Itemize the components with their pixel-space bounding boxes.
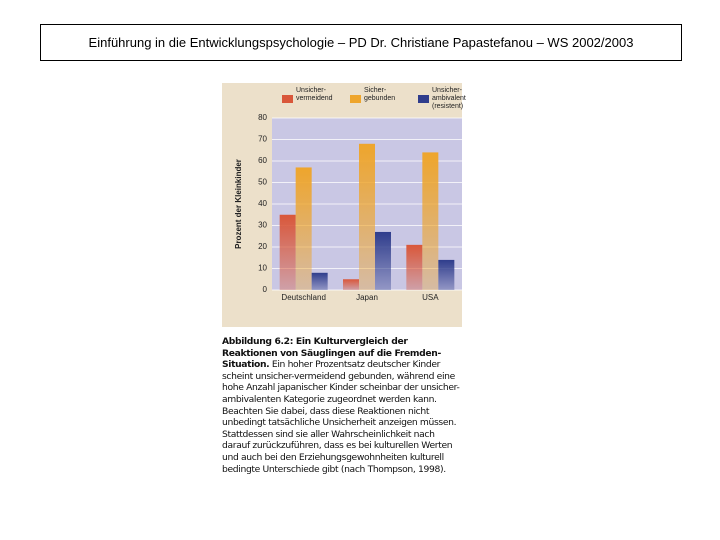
bar bbox=[359, 143, 375, 290]
bar bbox=[311, 272, 328, 290]
legend-label: Sicher- gebunden bbox=[364, 87, 396, 102]
x-tick-label: Deutschland bbox=[281, 293, 325, 302]
x-tick-label: USA bbox=[422, 293, 439, 302]
y-tick-label: 20 bbox=[258, 242, 267, 251]
caption: Abbildung 6.2: Ein Kulturvergleich der R… bbox=[222, 336, 464, 475]
bar bbox=[279, 214, 296, 290]
y-tick-label: 80 bbox=[258, 113, 267, 122]
y-tick-label: 60 bbox=[258, 156, 267, 165]
bar bbox=[343, 279, 359, 290]
bar bbox=[406, 244, 423, 290]
legend-swatch bbox=[350, 95, 361, 103]
chart-figure: Prozent der Kleinkinder 0 10 20 30 40 50 60 70 8… bbox=[222, 83, 466, 327]
y-tick-label: 30 bbox=[258, 221, 267, 230]
legend-label: Unsicher- vermeidend bbox=[296, 87, 333, 102]
y-axis-label: Prozent der Kleinkinder bbox=[234, 159, 243, 249]
legend-label: Unsicher- ambivalent (resistent) bbox=[432, 87, 466, 110]
y-tick-label: 50 bbox=[258, 178, 267, 187]
header-title: Einführung in die Entwicklungspsychologi… bbox=[40, 24, 682, 61]
bar bbox=[375, 231, 391, 290]
y-tick-label: 0 bbox=[263, 285, 268, 294]
legend-swatch bbox=[418, 95, 429, 103]
chart: Prozent der Kleinkinder 0 10 20 30 40 50 60 70 8… bbox=[222, 83, 462, 327]
bar bbox=[422, 152, 439, 290]
y-tick-label: 40 bbox=[258, 199, 267, 208]
caption-text: Ein hoher Prozentsatz deutscher Kinder s… bbox=[222, 359, 460, 475]
caption-heading: Abbildung 6.2: Ein Kulturvergleich der R… bbox=[222, 336, 441, 371]
bar bbox=[295, 167, 312, 290]
y-tick-label: 10 bbox=[258, 264, 267, 273]
bar bbox=[438, 259, 455, 290]
legend-swatch bbox=[282, 95, 293, 103]
y-tick-label: 70 bbox=[258, 135, 267, 144]
x-tick-label: Japan bbox=[356, 293, 378, 302]
